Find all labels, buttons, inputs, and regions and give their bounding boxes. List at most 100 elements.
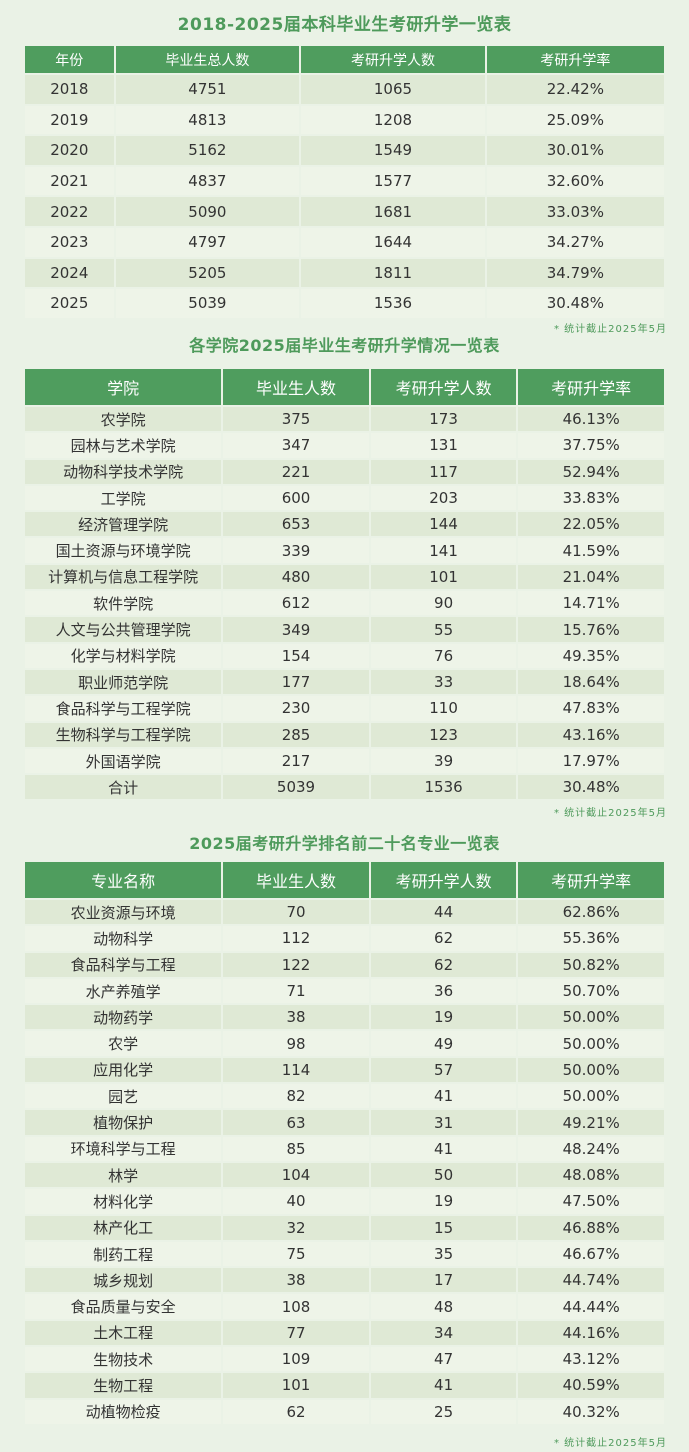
table-cell: 50.00% [518, 1057, 664, 1083]
table-row: 合计 5039 1536 30.48% [25, 775, 664, 800]
table-cell: 33.03% [486, 197, 664, 226]
table-cell: 203 [370, 485, 517, 511]
table-cell: 5090 [115, 197, 300, 226]
table-cell: 50.82% [518, 952, 664, 977]
table-cell: 47.83% [518, 696, 664, 721]
table-row: 职业师范学院 177 33 18.64% [25, 669, 664, 695]
column-header: 考研升学人数 [370, 369, 517, 405]
table-cell: 14.71% [518, 591, 664, 616]
table-cell: 101 [370, 564, 517, 590]
table-cell: 15.76% [518, 617, 664, 642]
table-cell: 62 [370, 952, 517, 977]
table-cell: 144 [370, 512, 517, 537]
table-row: 植物保护 63 31 49.21% [25, 1110, 664, 1135]
table-cell: 44.44% [518, 1294, 664, 1319]
table-cell: 101 [223, 1373, 369, 1398]
table-cell: 70 [223, 900, 369, 925]
table-cell: 1681 [301, 197, 485, 226]
table-cell: 40.32% [518, 1399, 664, 1424]
table-cell: 应用化学 [25, 1057, 222, 1083]
table-cell: 22.05% [518, 512, 664, 537]
table1-title: 2018-2025届本科毕业生考研升学一览表 [177, 15, 512, 35]
table-row: 2023 4797 1644 34.27% [25, 227, 664, 257]
table-cell: 38 [223, 1005, 369, 1030]
table-cell: 44 [370, 900, 517, 925]
table-row: 环境科学与工程 85 41 48.24% [25, 1136, 664, 1161]
table-cell: 39 [370, 748, 517, 774]
table-cell: 62.86% [518, 900, 664, 925]
column-header: 毕业生总人数 [115, 46, 300, 73]
table-cell: 46.13% [518, 407, 664, 432]
table-cell: 园艺 [25, 1084, 222, 1109]
table-row: 材料化学 40 19 47.50% [25, 1189, 664, 1214]
table-cell: 5205 [115, 258, 300, 288]
table-cell: 50.00% [518, 1031, 664, 1056]
column-header: 年份 [25, 46, 114, 73]
table-row: 动物药学 38 19 50.00% [25, 1005, 664, 1030]
table-cell: 4797 [115, 227, 300, 257]
table-cell: 47 [370, 1347, 517, 1372]
table-cell: 化学与材料学院 [25, 643, 222, 668]
table-cell: 43.16% [518, 722, 664, 747]
table-cell: 109 [223, 1347, 369, 1372]
table-cell: 50.00% [518, 1084, 664, 1109]
table-cell: 71 [223, 978, 369, 1004]
table-cell: 1811 [301, 258, 485, 288]
table-cell: 园林与艺术学院 [25, 433, 222, 458]
table-cell: 34.79% [486, 258, 664, 288]
table-cell: 21.04% [518, 564, 664, 590]
table-cell: 34 [370, 1320, 517, 1346]
table-row: 林学 104 50 48.08% [25, 1162, 664, 1188]
table-cell: 15 [370, 1215, 517, 1240]
table-cell: 41 [370, 1136, 517, 1161]
table-cell: 48.08% [518, 1162, 664, 1188]
table-row: 2021 4837 1577 32.60% [25, 166, 664, 196]
table-cell: 1536 [370, 775, 517, 800]
table-row: 食品科学与工程 122 62 50.82% [25, 952, 664, 977]
table-cell: 44.16% [518, 1320, 664, 1346]
table-row: 动物科学 112 62 55.36% [25, 926, 664, 951]
table-cell: 55 [370, 617, 517, 642]
table-cell: 62 [370, 926, 517, 951]
table-cell: 41 [370, 1373, 517, 1398]
table-cell: 221 [223, 459, 369, 484]
table-cell: 1644 [301, 227, 485, 257]
table-cell: 1536 [301, 289, 485, 318]
table-cell: 水产养殖学 [25, 978, 222, 1004]
table-cell: 77 [223, 1320, 369, 1346]
table-cell: 32.60% [486, 166, 664, 196]
column-header: 考研升学人数 [301, 46, 485, 73]
table-row: 工学院 600 203 33.83% [25, 485, 664, 511]
table-row: 农学院 375 173 46.13% [25, 407, 664, 432]
table-cell: 154 [223, 643, 369, 668]
table-cell: 57 [370, 1057, 517, 1083]
table-cell: 18.64% [518, 669, 664, 695]
table-cell: 46.88% [518, 1215, 664, 1240]
table-row: 软件学院 612 90 14.71% [25, 591, 664, 616]
table-cell: 131 [370, 433, 517, 458]
table-cell: 动物科学技术学院 [25, 459, 222, 484]
table-cell: 48 [370, 1294, 517, 1319]
college-stats-table: 学院 毕业生人数 考研升学人数 考研升学率 农学院 375 173 46.13% 园林与艺术学… [23, 367, 666, 801]
table-row: 制药工程 75 35 46.67% [25, 1241, 664, 1267]
table-cell: 人文与公共管理学院 [25, 617, 222, 642]
table-row: 生物技术 109 47 43.12% [25, 1347, 664, 1372]
table-cell: 122 [223, 952, 369, 977]
column-header: 学院 [25, 369, 222, 405]
table-cell: 食品质量与安全 [25, 1294, 222, 1319]
table-cell: 48.24% [518, 1136, 664, 1161]
table-cell: 40.59% [518, 1373, 664, 1398]
table-cell: 35 [370, 1241, 517, 1267]
table-cell: 19 [370, 1005, 517, 1030]
table-cell: 62 [223, 1399, 369, 1424]
table-cell: 50 [370, 1162, 517, 1188]
table-cell: 19 [370, 1189, 517, 1214]
table-cell: 1208 [301, 105, 485, 135]
table-cell: 347 [223, 433, 369, 458]
table-cell: 600 [223, 485, 369, 511]
column-header: 毕业生人数 [223, 862, 369, 898]
table-cell: 2018 [25, 75, 114, 104]
table-cell: 117 [370, 459, 517, 484]
table-cell: 土木工程 [25, 1320, 222, 1346]
table-cell: 82 [223, 1084, 369, 1109]
